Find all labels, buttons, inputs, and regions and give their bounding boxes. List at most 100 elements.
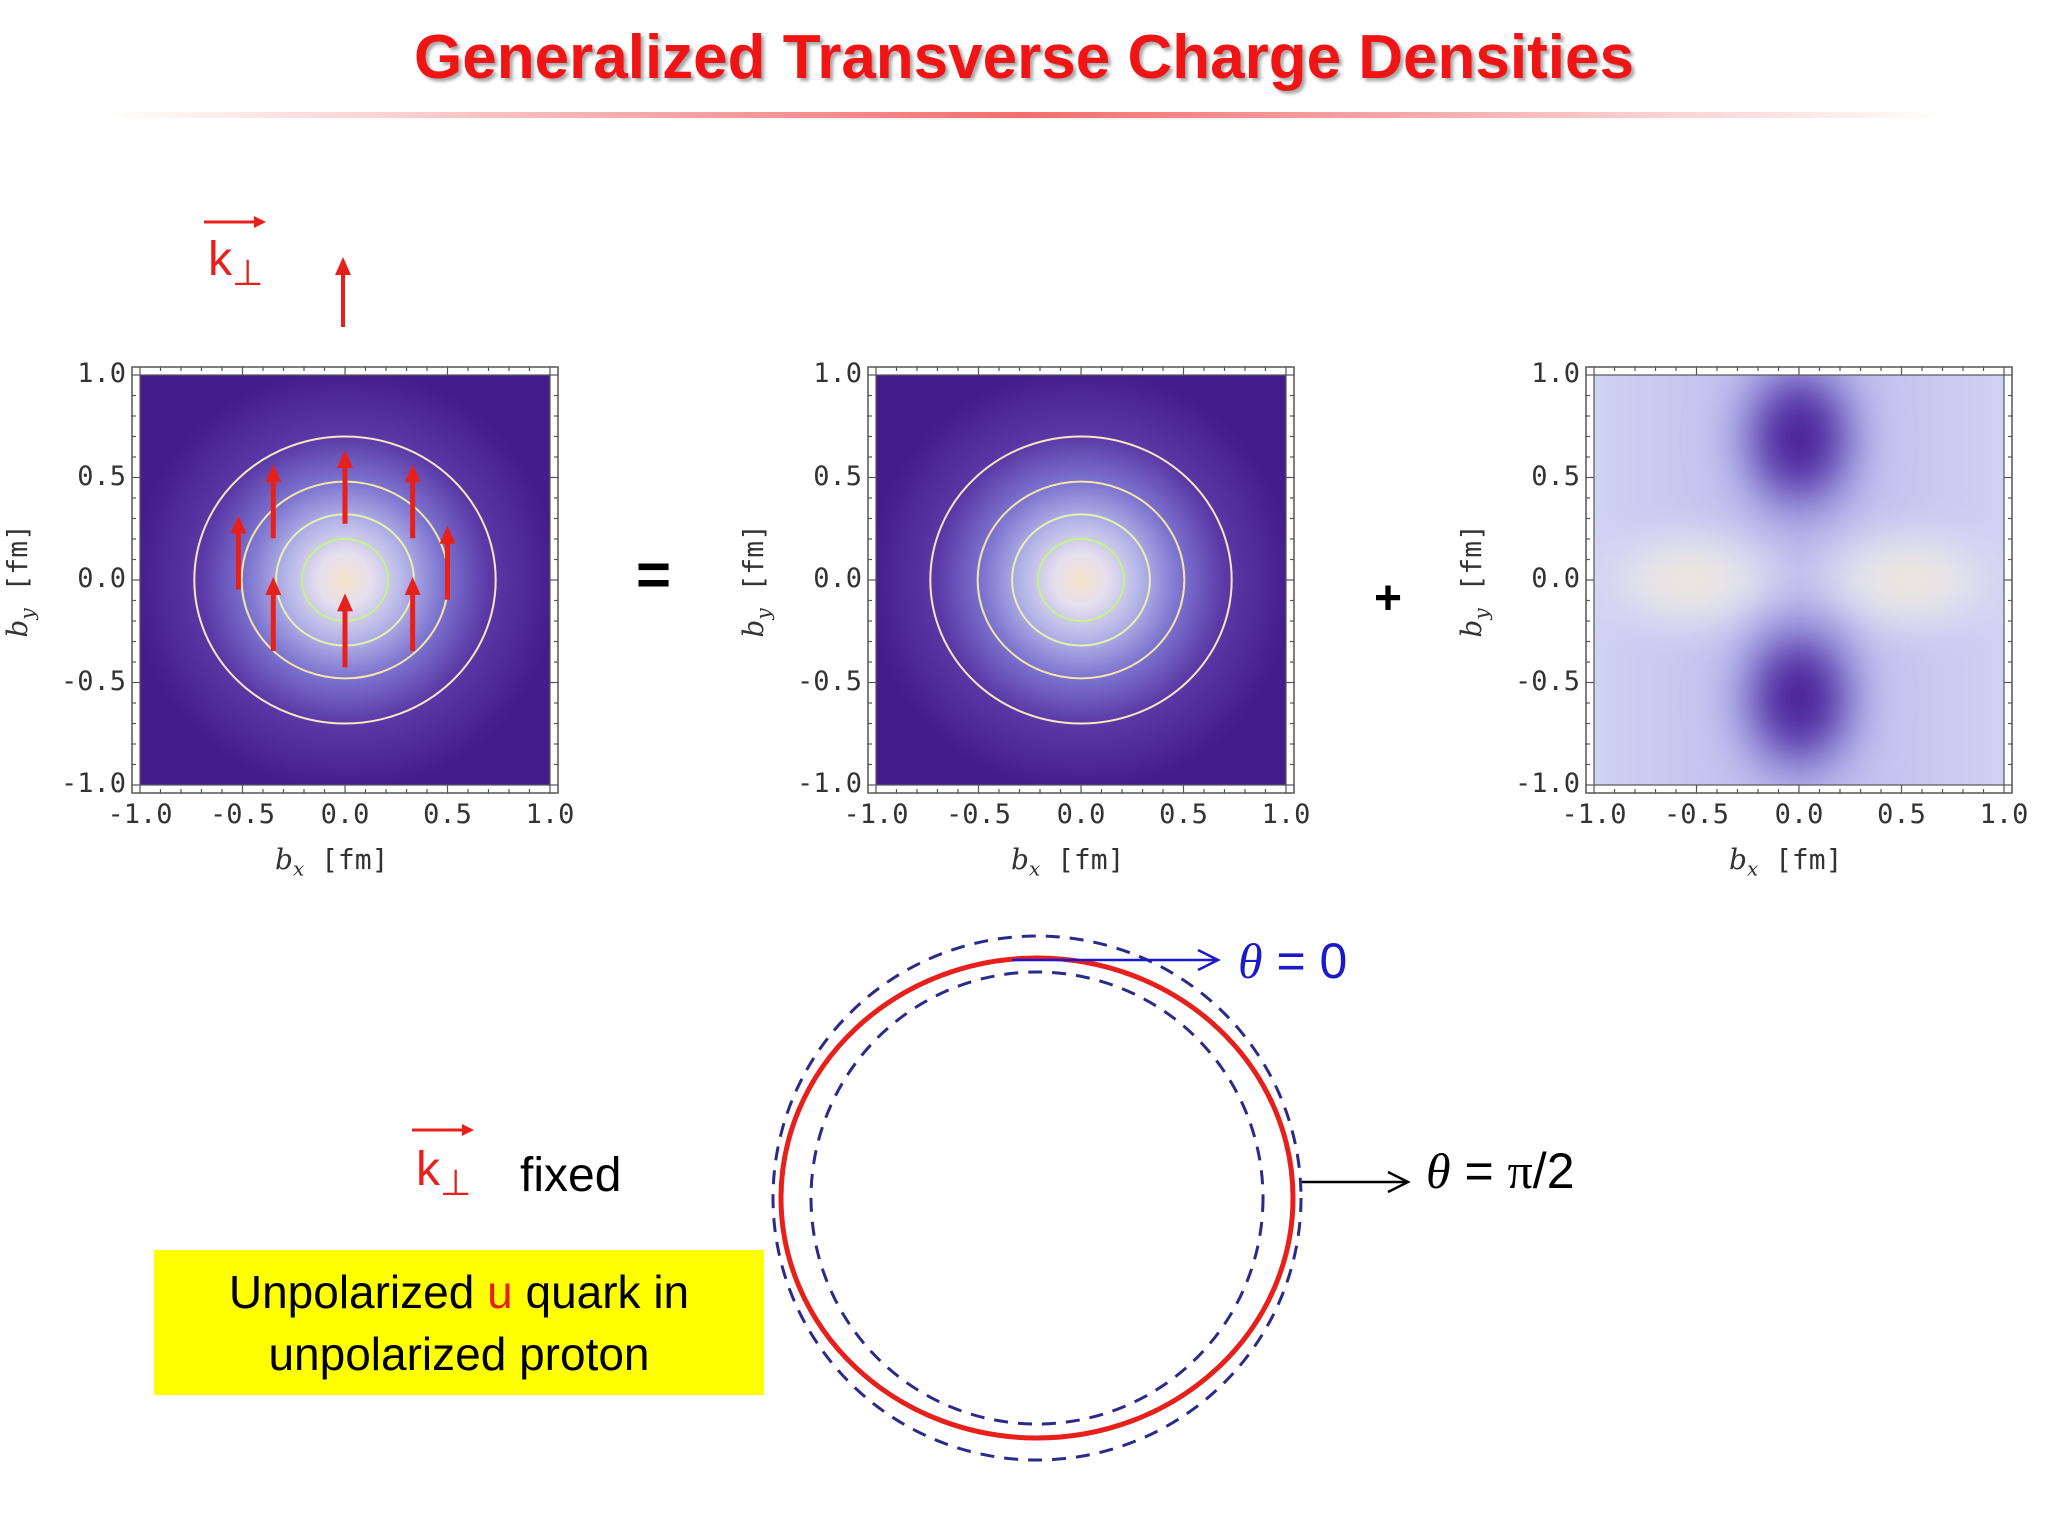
panel-2-density — [876, 375, 1286, 785]
axis-var: b — [1, 619, 35, 638]
x-tick-label: 0.5 — [1877, 799, 1926, 830]
x-tick-label: 0.0 — [320, 799, 370, 830]
slide-title: Generalized Transverse Charge Densities — [414, 23, 1634, 92]
x-tick-label: -1.0 — [107, 799, 173, 830]
y-tick-label: -0.5 — [1514, 665, 1580, 697]
x-tick-label: -0.5 — [945, 799, 1012, 830]
x-axis-label: bx [fm] — [275, 843, 389, 881]
theta-tail: /2 — [1532, 1143, 1575, 1199]
right-arrow-icon — [1302, 1170, 1411, 1194]
y-axis-label: by [fm] — [737, 511, 775, 651]
up-arrow-icon — [404, 577, 421, 651]
axis-unit: [fm] — [737, 524, 771, 609]
x-tick-label: 0.0 — [1056, 799, 1106, 830]
contour-line — [929, 435, 1233, 725]
contours-panel-2 — [929, 435, 1233, 725]
axis-unit: [fm] — [304, 843, 389, 876]
up-arrow-icon — [335, 257, 351, 327]
y-tick-label: 1.0 — [813, 358, 862, 389]
perp-subscript: ⊥ — [232, 252, 264, 293]
axis-var: b — [1729, 843, 1747, 876]
y-tick-label: -1.0 — [796, 768, 862, 799]
axis-unit: [fm] — [1040, 843, 1125, 876]
y-tick-label: 0.0 — [813, 563, 862, 594]
axis-unit: [fm] — [1455, 524, 1489, 609]
y-tick-label: -1.0 — [60, 768, 126, 799]
k-letter: k — [208, 233, 232, 286]
up-arrow-icon — [337, 449, 353, 524]
plus-sign: + — [1374, 572, 1403, 625]
note-text: quark in — [512, 1265, 690, 1318]
x-tick-label: 0.0 — [1774, 799, 1824, 830]
contour-line — [1011, 513, 1151, 647]
x-axis-label: bx [fm] — [1011, 843, 1125, 881]
axis-sub: y — [14, 608, 39, 620]
quark-flavor: u — [487, 1265, 513, 1318]
up-arrow-icon — [337, 593, 353, 668]
axis-unit: [fm] — [1, 524, 35, 609]
equals-sign: = — [636, 541, 672, 608]
perp-subscript: ⊥ — [440, 1162, 472, 1203]
panel-1-density — [140, 375, 550, 785]
y-tick-label: 1.0 — [77, 358, 126, 389]
x-tick-label: -0.5 — [1663, 799, 1730, 830]
k-perp-label-bottom: k⊥ — [416, 1142, 471, 1203]
up-arrow-icon — [265, 577, 282, 651]
vector-arrow-icon — [204, 216, 266, 228]
density-plots — [131, 366, 2013, 794]
y-tick-label: 0.5 — [77, 460, 126, 492]
y-tick-label: 0.5 — [813, 460, 862, 492]
k-perp-arrow-field — [230, 449, 456, 668]
panel-3-density — [1594, 375, 2004, 785]
theta-symbol: θ — [1238, 933, 1263, 989]
x-tick-label: -1.0 — [1561, 799, 1627, 830]
contour-line — [193, 435, 497, 725]
axis-var: b — [1011, 843, 1029, 876]
axis-var: b — [737, 619, 771, 638]
up-arrow-icon — [230, 515, 247, 590]
axis-sub: y — [1468, 608, 1493, 620]
plot-frames — [131, 366, 2013, 794]
axis-unit: [fm] — [1758, 843, 1843, 876]
axis-sub: x — [1746, 856, 1759, 881]
y-tick-label: 0.0 — [1531, 563, 1580, 594]
x-tick-label: 1.0 — [1979, 799, 2029, 830]
x-tick-label: 1.0 — [1261, 799, 1311, 830]
right-arrow-icon — [1012, 948, 1221, 972]
axis-var: b — [1455, 619, 1489, 638]
x-axis-label: bx [fm] — [1729, 843, 1843, 881]
x-tick-label: -0.5 — [209, 799, 276, 830]
axis-sub: y — [750, 608, 775, 620]
y-tick-label: 1.0 — [1531, 358, 1580, 389]
k-perp-label-top: k⊥ — [208, 232, 263, 293]
theta-value: = 0 — [1262, 933, 1348, 989]
y-tick-label: -1.0 — [1514, 768, 1580, 799]
up-arrow-icon — [439, 525, 456, 600]
axis-sub: x — [292, 856, 305, 881]
note-text: Unpolarized — [228, 1265, 488, 1318]
note-line-2: unpolarized proton — [268, 1327, 650, 1380]
up-arrow-icon — [404, 464, 421, 539]
y-tick-label: 0.5 — [1531, 460, 1580, 492]
red-ellipse — [778, 955, 1296, 1441]
note-box: Unpolarized u quark in unpolarized proto… — [154, 1250, 764, 1395]
pi-symbol: π — [1507, 1143, 1533, 1199]
theta-zero-label: θ = 0 — [1238, 932, 1347, 990]
fixed-label: fixed — [520, 1149, 622, 1202]
circle-diagram — [771, 934, 1411, 1462]
title-underline — [100, 112, 1950, 118]
y-axis-label: by [fm] — [1455, 511, 1493, 651]
x-tick-label: -1.0 — [843, 799, 909, 830]
k-letter: k — [416, 1143, 440, 1196]
dashed-circle-inner — [809, 970, 1265, 1426]
contour-line — [1036, 538, 1126, 622]
dashed-circle-outer — [771, 934, 1303, 1462]
x-tick-label: 0.5 — [1159, 799, 1208, 830]
note-line-1: Unpolarized u quark in — [154, 1261, 764, 1323]
theta-half-pi-label: θ = π/2 — [1426, 1142, 1575, 1200]
axis-sub: x — [1028, 856, 1041, 881]
y-tick-label: 0.0 — [77, 563, 126, 594]
y-tick-label: -0.5 — [796, 665, 862, 697]
up-arrow-icon — [265, 464, 282, 539]
y-tick-label: -0.5 — [60, 665, 126, 697]
